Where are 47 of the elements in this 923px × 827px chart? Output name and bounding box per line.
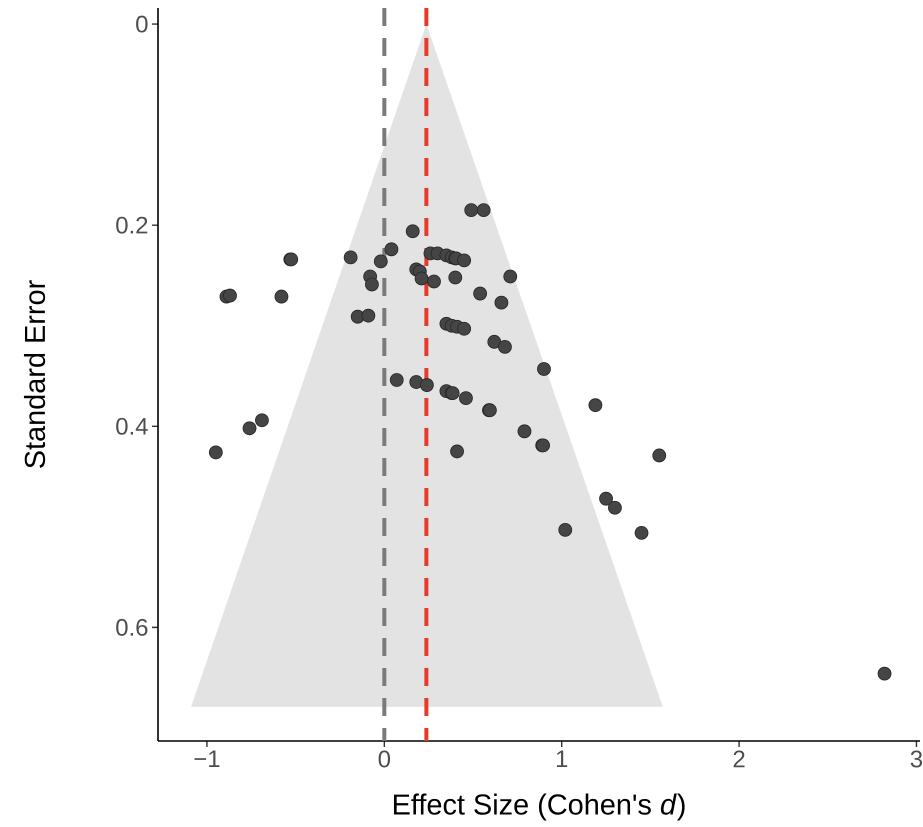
point (518, 424, 532, 438)
y-axis-title: Standard Error (24, 280, 46, 468)
point (457, 322, 472, 336)
point (274, 290, 288, 304)
point (473, 286, 488, 300)
point (459, 391, 473, 406)
point (558, 522, 572, 537)
point (487, 334, 502, 349)
point (476, 203, 491, 217)
y-tick-label: 0 (136, 16, 148, 33)
point (537, 362, 551, 376)
point (608, 500, 622, 515)
point (406, 224, 420, 238)
point (361, 308, 376, 323)
y-tick-label: 0.6 (116, 618, 148, 636)
y-tick-label: 0.4 (116, 418, 148, 435)
point (878, 666, 892, 681)
point (457, 253, 472, 268)
point (255, 413, 269, 428)
x-tick-label: −1 (194, 750, 220, 767)
point (494, 296, 508, 310)
point (634, 526, 648, 540)
y-tick-label: 0.2 (116, 216, 148, 234)
point (599, 492, 613, 506)
point (652, 448, 666, 462)
x-tick-label: 3 (910, 750, 922, 768)
point (242, 421, 256, 436)
point (448, 270, 462, 284)
point (384, 242, 398, 256)
x-tick-label: 1 (556, 750, 568, 767)
point (374, 254, 388, 268)
point (503, 270, 518, 284)
point (588, 398, 602, 412)
point (208, 446, 223, 460)
x-tick-label: 2 (734, 750, 745, 768)
point (427, 274, 441, 288)
point (420, 378, 434, 392)
point (414, 272, 428, 286)
point (450, 444, 464, 458)
point (365, 278, 379, 292)
x-axis-title: Effect Size (Cohen's d) (394, 794, 685, 820)
x-tick-label: 0 (378, 750, 390, 768)
point (390, 373, 404, 387)
point (498, 340, 512, 354)
point (344, 250, 358, 264)
point (223, 288, 237, 302)
point (464, 203, 478, 217)
